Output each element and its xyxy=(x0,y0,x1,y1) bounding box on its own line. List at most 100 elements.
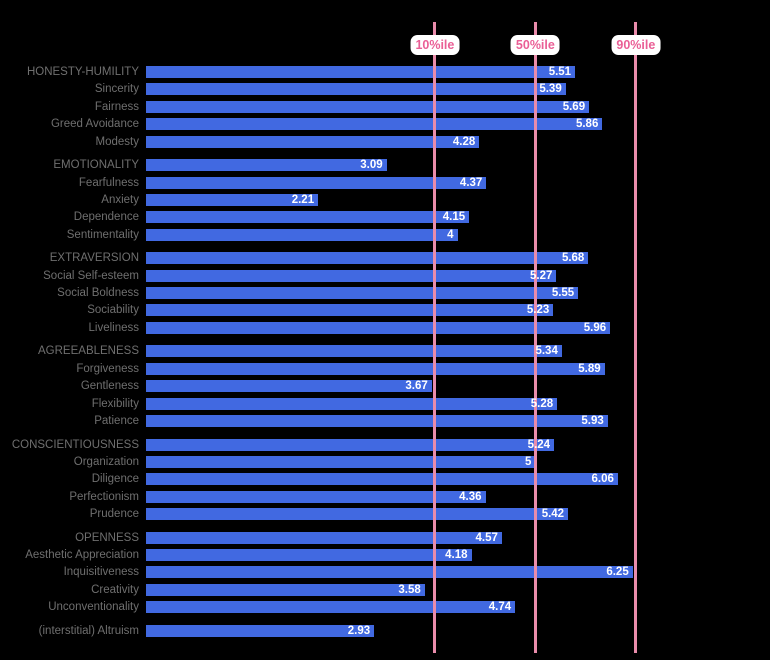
score-bar: 5.69 xyxy=(146,100,590,113)
score-bar: 4.15 xyxy=(146,211,470,224)
scale-label: Social Boldness xyxy=(57,287,139,300)
score-bar: 6.25 xyxy=(146,566,633,579)
bar-row: HONESTY-HUMILITY 5.51 xyxy=(0,63,770,80)
score-bar: 4.74 xyxy=(146,601,516,614)
scale-label: Forgiveness xyxy=(76,362,139,375)
score-value: 6.06 xyxy=(591,473,614,486)
percentile-line-50%ile xyxy=(533,22,537,653)
score-bar: 5.23 xyxy=(146,304,554,317)
scale-label: Dependence xyxy=(73,211,139,224)
scale-label: Social Self-esteem xyxy=(43,269,139,282)
scale-label: HONESTY-HUMILITY xyxy=(26,65,139,78)
bar-row: Gentleness 3.67 xyxy=(0,378,770,395)
scale-label: EXTRAVERSION xyxy=(49,252,139,265)
bar-row: EMOTIONALITY 3.09 xyxy=(0,156,770,173)
scale-label: Diligence xyxy=(91,473,139,486)
score-bar: 2.21 xyxy=(146,193,319,206)
bar-row: Fairness 5.69 xyxy=(0,98,770,115)
score-value: 4.37 xyxy=(459,176,483,189)
percentile-label-chip: 50%ile xyxy=(510,35,560,55)
bar-row: Flexibility 5.28 xyxy=(0,395,770,412)
score-bar: 4.36 xyxy=(146,490,486,503)
score-bar: 5.68 xyxy=(146,252,589,265)
score-value: 5.69 xyxy=(562,100,586,113)
score-value: 3.09 xyxy=(360,159,383,172)
scale-label: Perfectionism xyxy=(69,490,139,503)
scale-label: Flexibility xyxy=(91,397,139,410)
bar-row: Prudence 5.42 xyxy=(0,505,770,522)
score-bar: 5.24 xyxy=(146,438,555,451)
score-bar: 5.39 xyxy=(146,83,566,96)
scale-label: Liveliness xyxy=(88,321,140,334)
percentile-line-10%ile xyxy=(433,22,437,653)
factor-group-conscientiousness: CONSCIENTIOUSNESS 5.24 Organization 5 Dilige… xyxy=(0,436,770,523)
score-value: 3.58 xyxy=(398,583,421,596)
score-bar: 5.89 xyxy=(146,362,605,375)
factor-group-agreeableness: AGREEABLENESS 5.34 Forgiveness 5.89 Gentlene… xyxy=(0,343,770,430)
bar-row: Modesty 4.28 xyxy=(0,133,770,150)
score-value: 5.55 xyxy=(551,287,575,300)
factor-group-extraversion: EXTRAVERSION 5.68 Social Self-esteem 5.27 So… xyxy=(0,250,770,337)
score-bar: 6.06 xyxy=(146,473,618,486)
score-value: 5.96 xyxy=(583,321,607,334)
score-value: 5.51 xyxy=(548,65,572,78)
scale-label: Sincerity xyxy=(94,83,139,96)
scale-label: Organization xyxy=(73,455,139,468)
score-value: 4 xyxy=(447,228,454,241)
score-bar: 5.34 xyxy=(146,345,562,358)
scale-label: Inquisitiveness xyxy=(63,566,139,579)
bar-row: Patience 5.93 xyxy=(0,412,770,429)
scale-label: Unconventionality xyxy=(48,601,139,614)
score-value: 5.39 xyxy=(539,83,562,96)
factor-group-interstitial: (interstitial) Altruism 2.93 xyxy=(0,622,770,639)
bar-rows-layer: HONESTY-HUMILITY 5.51 Sincerity 5.39 Fairnes… xyxy=(0,63,770,639)
score-bar: 4.57 xyxy=(146,531,502,544)
score-value: 5.42 xyxy=(541,508,565,521)
scale-label: Anxiety xyxy=(101,193,139,206)
bar-row: EXTRAVERSION 5.68 xyxy=(0,250,770,267)
bar-row: Dependence 4.15 xyxy=(0,209,770,226)
bar-row: Diligence 6.06 xyxy=(0,471,770,488)
score-value: 5.68 xyxy=(561,252,585,265)
bar-row: Creativity 3.58 xyxy=(0,581,770,598)
score-bar: 5.27 xyxy=(146,269,557,282)
scale-label: CONSCIENTIOUSNESS xyxy=(11,438,139,451)
score-value: 4.74 xyxy=(488,601,512,614)
score-bar: 3.67 xyxy=(146,380,432,393)
factor-group-emotionality: EMOTIONALITY 3.09 Fearfulness 4.37 Anxiety 2.… xyxy=(0,156,770,243)
factor-group-honesty-humility: HONESTY-HUMILITY 5.51 Sincerity 5.39 Fairnes… xyxy=(0,63,770,150)
score-value: 4.36 xyxy=(459,490,482,503)
score-value: 6.25 xyxy=(606,566,629,579)
scale-label: (interstitial) Altruism xyxy=(38,624,139,637)
scale-label: Greed Avoidance xyxy=(50,118,139,131)
score-value: 5.28 xyxy=(530,397,554,410)
scale-label: Creativity xyxy=(91,583,139,596)
score-bar: 3.58 xyxy=(146,583,425,596)
percentile-label-chip: 90%ile xyxy=(611,35,661,55)
percentile-label-chip: 10%ile xyxy=(410,35,460,55)
scale-label: Fairness xyxy=(94,100,139,113)
score-value: 2.21 xyxy=(291,193,315,206)
bar-row: Inquisitiveness 6.25 xyxy=(0,564,770,581)
bar-row: Anxiety 2.21 xyxy=(0,191,770,208)
bar-row: Sincerity 5.39 xyxy=(0,81,770,98)
score-bar: 5.28 xyxy=(146,397,558,410)
score-bar: 5.96 xyxy=(146,321,611,334)
scale-label: Modesty xyxy=(95,135,139,148)
score-bar: 4.18 xyxy=(146,549,472,562)
score-bar: 5.51 xyxy=(146,65,576,78)
scale-label: EMOTIONALITY xyxy=(53,159,139,172)
score-value: 4.18 xyxy=(445,549,468,562)
bar-row: Fearfulness 4.37 xyxy=(0,174,770,191)
scale-label: Patience xyxy=(94,414,139,427)
bar-row: (interstitial) Altruism 2.93 xyxy=(0,622,770,639)
factor-group-openness: OPENNESS 4.57 Aesthetic Appreciation 4.18 In… xyxy=(0,529,770,616)
scale-label: Gentleness xyxy=(80,380,139,393)
bar-row: Perfectionism 4.36 xyxy=(0,488,770,505)
score-value: 4.15 xyxy=(442,211,466,224)
bar-row: AGREEABLENESS 5.34 xyxy=(0,343,770,360)
bar-row: Greed Avoidance 5.86 xyxy=(0,115,770,132)
score-value: 3.67 xyxy=(405,380,428,393)
scale-label: Sociability xyxy=(87,304,139,317)
score-value: 5.93 xyxy=(581,414,604,427)
